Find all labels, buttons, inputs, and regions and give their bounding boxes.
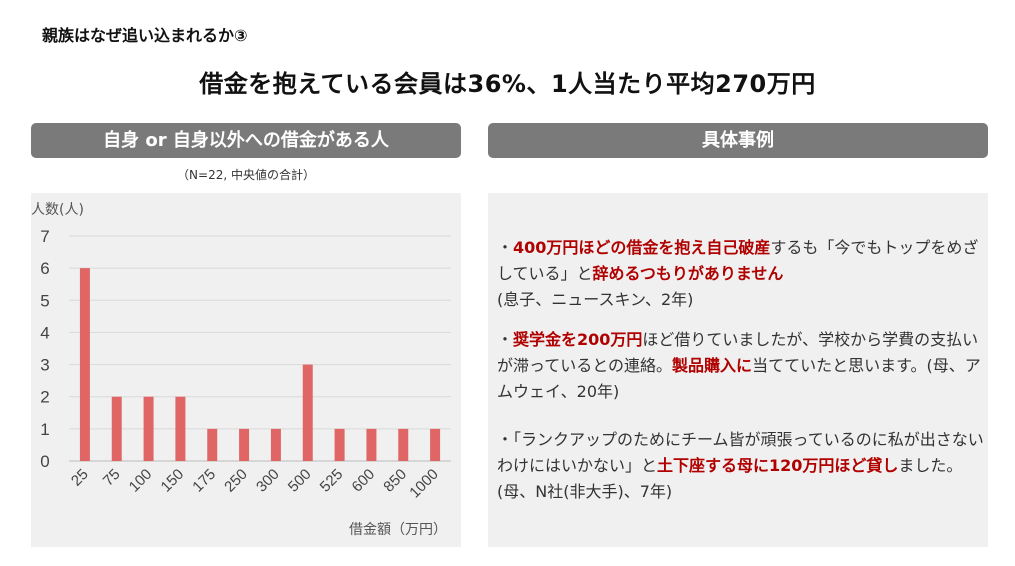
example-1-text-3: (息子、ニュースキン、2年): [497, 290, 694, 309]
bar: [79, 268, 90, 461]
bar: [143, 396, 154, 461]
y-tick-label: 3: [40, 356, 49, 375]
example-3-text-1: ・「ランクアップのためにチーム皆が頑張っているのに私が出さないわけにはいかない」…: [497, 430, 984, 475]
bar: [270, 428, 281, 461]
bar: [302, 364, 313, 461]
example-2-text-1: ・: [497, 330, 514, 349]
y-tick-label: 1: [40, 420, 49, 439]
bar: [239, 428, 250, 461]
example-2-text-3: 当てていたと思います。(母、アムウェイ、20年): [497, 356, 981, 401]
y-tick-label: 2: [40, 388, 49, 407]
y-tick-label: 7: [40, 227, 49, 246]
bar: [430, 428, 441, 461]
bar: [334, 428, 345, 461]
x-tick-label: 100: [126, 466, 156, 496]
example-1-text-1: ・: [497, 238, 514, 257]
x-tick-label: 25: [68, 466, 92, 490]
x-tick-label: 300: [253, 466, 283, 496]
x-tick-label: 600: [349, 466, 379, 496]
y-tick-label: 0: [40, 452, 49, 471]
examples-banner: 具体事例: [488, 123, 988, 158]
bar: [175, 396, 186, 461]
chart-note: （N=22, 中央値の合計）: [177, 168, 315, 182]
example-item-3: ・「ランクアップのためにチーム皆が頑張っているのに私が出さないわけにはいかない」…: [497, 427, 989, 505]
x-tick-label: 250: [221, 466, 251, 496]
corner-title: 親族はなぜ追い込まれるか③: [42, 26, 248, 45]
example-item-2: ・奨学金を200万円ほど借りていましたが、学校から学費の支払いが滞っているとの連…: [497, 327, 989, 405]
bar: [366, 428, 377, 461]
chart-banner: 自身 or 自身以外への借金がある人: [31, 123, 461, 158]
x-tick-label: 850: [380, 466, 410, 496]
example-item-1: ・400万円ほどの借金を抱え自己破産するも「今でもトップをめざしている」と辞める…: [497, 235, 989, 313]
example-1-highlight-1: 400万円ほどの借金を抱え自己破産: [513, 238, 771, 257]
page-title: 借金を抱えている会員は36%、1人当たり平均270万円: [199, 70, 816, 98]
chart-panel: 0 1 2 3 4 5 6 7 人数(人) 25 75 100 150 175 250 300 500 525 60…: [31, 193, 461, 547]
bar: [398, 428, 409, 461]
x-tick-label: 1000: [406, 466, 442, 502]
x-tick-label: 525: [317, 466, 347, 496]
bar: [111, 396, 122, 461]
example-1-highlight-2: 辞めるつもりがありません: [592, 264, 784, 283]
example-3-highlight-1: 土下座する母に120万円ほど貸し: [657, 456, 899, 475]
x-tick-label: 175: [189, 466, 219, 496]
bar: [207, 428, 218, 461]
example-2-highlight-2: 製品購入に: [672, 356, 753, 375]
x-tick-label: 500: [285, 466, 315, 496]
example-3-text-2: ました。(母、N社(非大手)、7年): [497, 456, 963, 501]
example-2-text-2: ほど借りていましたが、学校から学費の支払いが滞っているとの連絡。: [497, 330, 979, 375]
bar-chart: 0 1 2 3 4 5 6 7 人数(人) 25 75 100 150 175 250 300 500 525 60…: [31, 202, 451, 538]
x-axis-label: 借金額（万円）: [349, 522, 447, 538]
examples-panel: [488, 193, 988, 547]
example-1-text-2: するも「今でもトップをめざしている」と: [497, 238, 979, 283]
y-axis-label: 人数(人): [31, 202, 84, 218]
x-tick-label: 75: [100, 466, 124, 490]
x-tick-label: 150: [158, 466, 188, 496]
y-tick-label: 6: [40, 259, 49, 278]
y-tick-label: 5: [40, 291, 49, 310]
y-tick-label: 4: [40, 323, 49, 342]
example-2-highlight-1: 奨学金を200万円: [513, 330, 643, 349]
